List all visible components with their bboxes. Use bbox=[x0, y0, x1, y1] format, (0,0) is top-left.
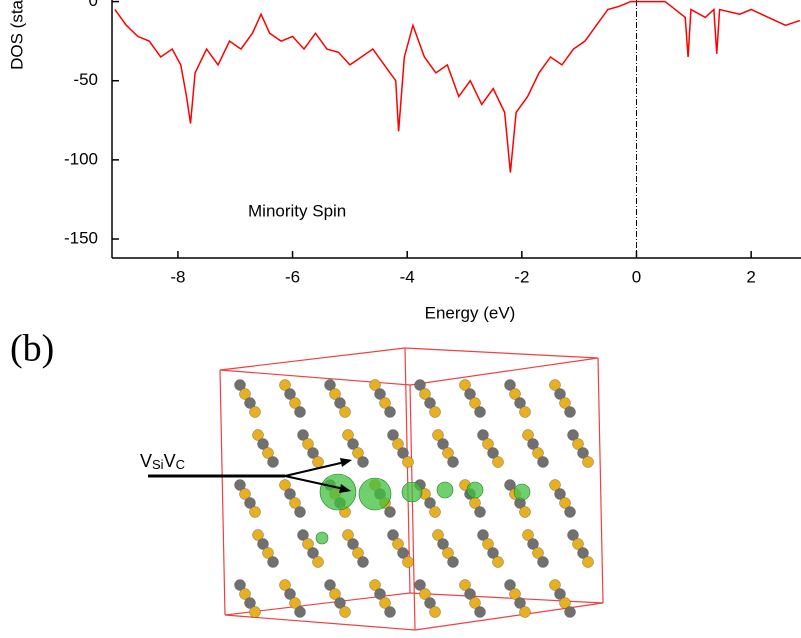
x-axis-label: Energy (eV) bbox=[425, 303, 516, 322]
atom bbox=[403, 557, 414, 568]
cell-edge bbox=[220, 370, 410, 385]
charge-density bbox=[359, 478, 391, 510]
atom bbox=[538, 557, 549, 568]
atom bbox=[520, 507, 531, 518]
atom bbox=[538, 457, 549, 468]
x-tick-label: -4 bbox=[400, 267, 415, 286]
vacancy-label: VSiVC bbox=[140, 451, 185, 473]
structure bbox=[220, 348, 603, 630]
y-tick-label: -50 bbox=[73, 70, 98, 89]
atom bbox=[475, 507, 486, 518]
sub: C bbox=[176, 457, 185, 472]
charge-density bbox=[316, 532, 328, 544]
charge-density bbox=[467, 482, 483, 498]
atom bbox=[565, 407, 576, 418]
v: V bbox=[140, 451, 152, 471]
y-tick-label: -150 bbox=[64, 228, 98, 247]
v: V bbox=[164, 451, 176, 471]
atom bbox=[385, 407, 396, 418]
atom bbox=[430, 507, 441, 518]
atom bbox=[448, 457, 459, 468]
atom bbox=[385, 507, 396, 518]
atom bbox=[430, 607, 441, 618]
cell-edge bbox=[410, 593, 603, 603]
atom bbox=[268, 457, 279, 468]
x-tick-label: -6 bbox=[285, 267, 300, 286]
cell-edge bbox=[410, 358, 598, 385]
atom bbox=[313, 557, 324, 568]
y-axis-label: DOS (sta bbox=[7, 0, 26, 70]
atom bbox=[475, 607, 486, 618]
atom bbox=[358, 457, 369, 468]
atom bbox=[493, 557, 504, 568]
atom bbox=[385, 607, 396, 618]
atom bbox=[313, 457, 324, 468]
atom bbox=[250, 407, 261, 418]
charge-density bbox=[437, 482, 453, 498]
atom bbox=[295, 407, 306, 418]
annotation: Minority Spin bbox=[248, 201, 346, 220]
charge-density bbox=[514, 484, 530, 500]
atom bbox=[430, 407, 441, 418]
atom bbox=[520, 607, 531, 618]
figure: Energy (eV) DOS (sta Minority Spin (b) V… bbox=[0, 0, 801, 638]
atom bbox=[295, 507, 306, 518]
atom bbox=[340, 407, 351, 418]
dos-line bbox=[115, 2, 800, 173]
atom bbox=[493, 457, 504, 468]
panel-label: (b) bbox=[10, 328, 54, 370]
atom bbox=[565, 507, 576, 518]
cell-edge bbox=[220, 348, 405, 370]
cell-edge bbox=[220, 370, 225, 615]
x-tick-label: -8 bbox=[170, 267, 185, 286]
cell-edge bbox=[415, 603, 603, 630]
atom bbox=[403, 457, 414, 468]
atom bbox=[475, 407, 486, 418]
charge-density bbox=[320, 474, 356, 510]
atom bbox=[565, 607, 576, 618]
x-tick-label: -2 bbox=[514, 267, 529, 286]
atom bbox=[583, 557, 594, 568]
charge-density bbox=[402, 482, 422, 502]
y-tick-label: 0 bbox=[89, 0, 98, 10]
x-tick-label: 2 bbox=[746, 267, 755, 286]
atom bbox=[448, 557, 459, 568]
atom bbox=[268, 557, 279, 568]
cell-edge bbox=[598, 358, 603, 603]
y-tick-label: -100 bbox=[64, 149, 98, 168]
atom bbox=[358, 557, 369, 568]
atom bbox=[340, 607, 351, 618]
atom bbox=[250, 607, 261, 618]
cell-edge bbox=[405, 348, 598, 358]
atom bbox=[250, 507, 261, 518]
atom bbox=[583, 457, 594, 468]
atom bbox=[295, 607, 306, 618]
x-tick-label: 0 bbox=[632, 267, 641, 286]
sub: Si bbox=[152, 457, 164, 472]
atom bbox=[520, 407, 531, 418]
